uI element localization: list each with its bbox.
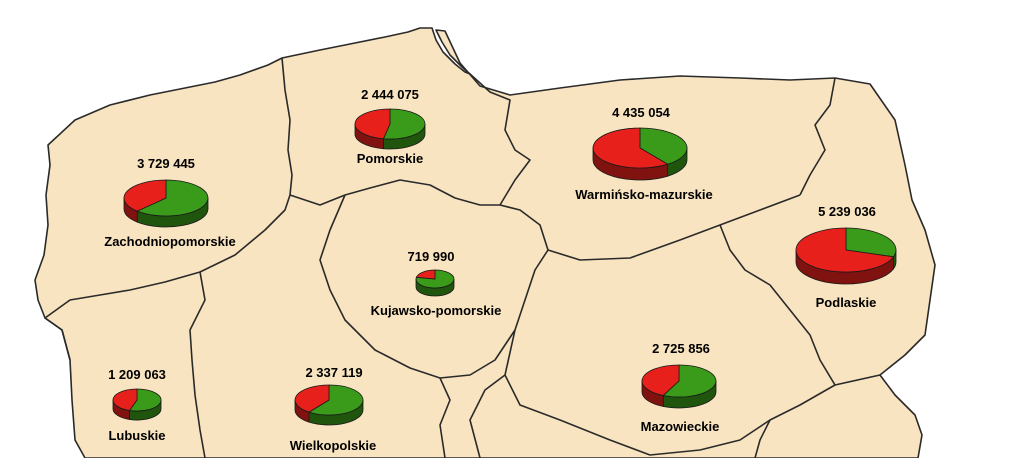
region-value: 2 725 856	[652, 341, 710, 356]
border-lodzkie	[469, 374, 506, 458]
region-pie-chart	[294, 384, 364, 426]
region-pie-chart	[123, 179, 209, 228]
region-name: Kujawsko-pomorskie	[371, 303, 502, 318]
region-name: Mazowieckie	[641, 419, 720, 434]
border-lubelskie	[754, 419, 771, 458]
border-podlaskie-mazowieckie	[719, 224, 881, 386]
pie-slice-green	[415, 269, 455, 289]
region-pie-chart	[112, 388, 162, 421]
pie-slice-red	[641, 364, 680, 396]
border-pomorskie-kujawskie	[289, 179, 500, 206]
border-lubuskie-wielkopolskie	[189, 271, 206, 458]
border-mazowieckie-south	[504, 329, 836, 456]
pie-slice-red	[354, 108, 391, 140]
pie-slice-green	[845, 227, 897, 258]
region-value: 1 209 063	[108, 367, 166, 382]
region-value: 4 435 054	[612, 105, 671, 120]
border-warminsko-podlaskie	[799, 77, 836, 196]
country-outline	[34, 27, 936, 458]
pie-slice-green	[128, 388, 162, 412]
region-lubuskie: 1 209 063 Lubuskie	[108, 367, 166, 443]
pie-slice-green	[136, 179, 209, 217]
region-zachodniopomorskie: 3 729 445 Zachodniopomorskie	[104, 156, 235, 249]
border-west-lower	[44, 317, 71, 361]
region-name: Podlaskie	[816, 295, 877, 310]
pie-slice-red	[294, 384, 330, 413]
region-kujawsko-pomorskie: 719 990 Kujawsko-pomorskie	[371, 249, 502, 318]
pie-slice-red	[415, 269, 436, 280]
region-name: Pomorskie	[357, 151, 423, 166]
region-pie-chart	[795, 227, 897, 285]
region-wielkopolskie: 2 337 119 Wielkopolskie	[290, 365, 377, 453]
region-value: 5 239 036	[818, 204, 876, 219]
pie-slice-green	[308, 384, 364, 416]
border-kujawskie-outline	[319, 194, 549, 379]
region-value: 3 729 445	[137, 156, 195, 171]
region-name: Zachodniopomorskie	[104, 234, 235, 249]
region-pie-chart	[354, 108, 426, 150]
border-zachodnio-south	[44, 194, 291, 319]
region-mazowieckie: 2 725 856 Mazowieckie	[641, 341, 720, 434]
region-pie-chart	[415, 269, 455, 297]
border-warminsko-mazowieckie	[547, 194, 801, 261]
region-value: 2 337 119	[305, 365, 362, 380]
pie-slice-red	[592, 127, 669, 169]
pie-slice-red	[123, 179, 167, 212]
pie-slice-red	[795, 227, 895, 273]
region-pie-chart	[641, 364, 717, 409]
border-zachodnio-pomorskie	[281, 57, 293, 196]
border-wielkopolskie-east	[439, 377, 451, 458]
pie-slice-green	[662, 364, 717, 398]
region-value: 719 990	[408, 249, 455, 264]
region-name: Wielkopolskie	[290, 438, 377, 453]
region-podlaskie: 5 239 036 Podlaskie	[795, 204, 897, 310]
pie-slice-green	[382, 108, 426, 140]
border-pomorskie-east	[469, 73, 531, 206]
region-pomorskie: 2 444 075 Pomorskie	[354, 87, 426, 166]
region-name: Warmińsko-mazurskie	[575, 187, 713, 202]
pie-slice-green	[639, 127, 688, 165]
region-value: 2 444 075	[361, 87, 419, 102]
region-pie-chart	[592, 127, 688, 181]
pie-slice-red	[112, 388, 138, 411]
region-name: Lubuskie	[108, 428, 165, 443]
region-warminsko-mazurskie: 4 435 054 Warmińsko-mazurskie	[575, 105, 713, 202]
